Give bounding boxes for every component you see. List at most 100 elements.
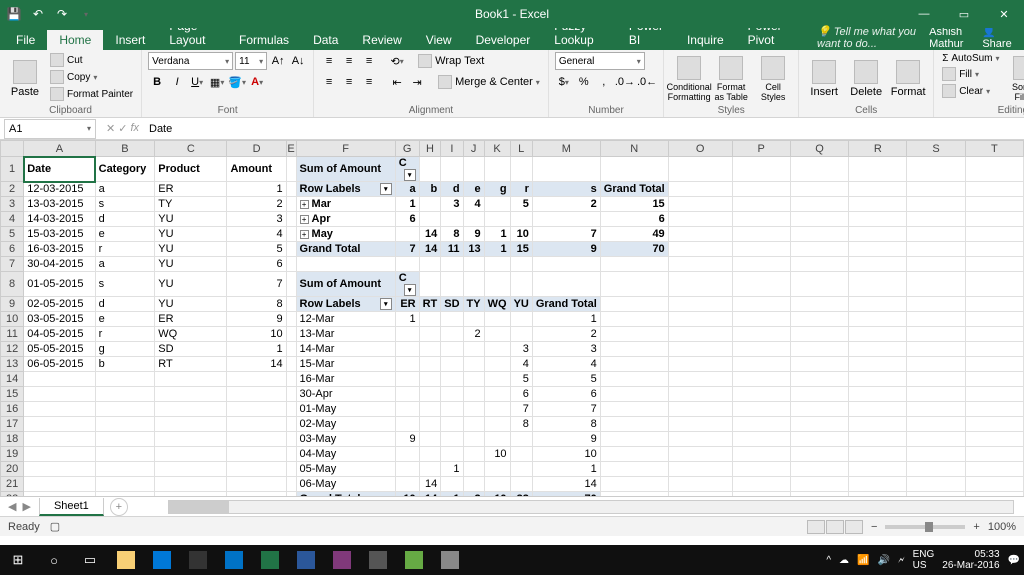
cell[interactable] <box>95 387 155 402</box>
cell[interactable] <box>600 312 668 327</box>
cell[interactable] <box>907 197 965 212</box>
excel-icon[interactable] <box>252 545 288 575</box>
cell[interactable] <box>965 197 1023 212</box>
col-header[interactable]: Q <box>790 141 848 157</box>
cell[interactable]: +Apr <box>296 212 395 227</box>
cell[interactable]: 9 <box>532 242 600 257</box>
cell[interactable] <box>965 212 1023 227</box>
cell[interactable] <box>419 312 441 327</box>
share-button[interactable]: 👤 Share <box>982 25 1012 50</box>
wifi-tray-icon[interactable]: 📶 <box>857 555 869 566</box>
outlook-icon[interactable] <box>216 545 252 575</box>
cell[interactable] <box>732 257 790 272</box>
cell[interactable] <box>849 297 907 312</box>
cell[interactable] <box>790 417 848 432</box>
row-header[interactable]: 5 <box>1 227 24 242</box>
cell[interactable]: Grand Total <box>600 182 668 197</box>
cell[interactable] <box>732 212 790 227</box>
cell[interactable] <box>24 387 95 402</box>
cell[interactable] <box>155 492 227 497</box>
cell[interactable]: SD <box>155 342 227 357</box>
cell[interactable] <box>965 157 1023 182</box>
cell[interactable] <box>907 157 965 182</box>
cell[interactable]: 8 <box>510 417 532 432</box>
cell[interactable] <box>790 402 848 417</box>
cell[interactable]: 14 <box>227 357 286 372</box>
col-header[interactable]: B <box>95 141 155 157</box>
cell[interactable] <box>732 357 790 372</box>
col-header[interactable]: R <box>849 141 907 157</box>
cell[interactable] <box>286 387 296 402</box>
cell[interactable] <box>668 447 732 462</box>
cell[interactable]: e <box>95 227 155 242</box>
cell[interactable] <box>907 462 965 477</box>
cell[interactable] <box>849 372 907 387</box>
cell[interactable] <box>24 432 95 447</box>
cell[interactable]: 3 <box>441 197 463 212</box>
cell[interactable] <box>510 212 532 227</box>
cell[interactable] <box>907 312 965 327</box>
cell[interactable] <box>286 197 296 212</box>
cell[interactable] <box>155 387 227 402</box>
cell[interactable]: TY <box>463 297 484 312</box>
cell[interactable] <box>965 417 1023 432</box>
enter-formula-icon[interactable]: ✓ <box>118 122 127 135</box>
cell[interactable] <box>95 372 155 387</box>
col-header[interactable]: N <box>600 141 668 157</box>
cell[interactable] <box>668 357 732 372</box>
cell[interactable] <box>732 477 790 492</box>
cell[interactable] <box>286 327 296 342</box>
cell[interactable] <box>419 257 441 272</box>
cell[interactable]: 13-Mar <box>296 327 395 342</box>
cell[interactable] <box>907 432 965 447</box>
decrease-decimal-icon[interactable]: .0← <box>637 73 657 91</box>
cell[interactable]: YU <box>155 227 227 242</box>
cell[interactable] <box>907 477 965 492</box>
page-break-view-button[interactable] <box>845 520 863 534</box>
accounting-format-icon[interactable]: $▾ <box>555 73 573 91</box>
align-top-icon[interactable]: ≡ <box>320 52 338 70</box>
cell[interactable]: Amount <box>227 157 286 182</box>
cell[interactable] <box>441 157 463 182</box>
orientation-icon[interactable]: ⟲▾ <box>388 52 406 70</box>
cell[interactable]: 1 <box>227 182 286 197</box>
close-button[interactable]: ✕ <box>984 0 1024 28</box>
cell[interactable] <box>790 462 848 477</box>
cell[interactable]: Row Labels▾ <box>296 297 395 312</box>
cell[interactable]: 7 <box>532 227 600 242</box>
cell[interactable]: g <box>484 182 510 197</box>
cell[interactable] <box>907 447 965 462</box>
cell[interactable] <box>907 342 965 357</box>
file-explorer-icon[interactable] <box>108 545 144 575</box>
cell[interactable] <box>668 227 732 242</box>
cell[interactable] <box>155 432 227 447</box>
cell[interactable] <box>227 372 286 387</box>
row-header[interactable]: 11 <box>1 327 24 342</box>
border-button[interactable]: ▦ ▾ <box>208 73 226 91</box>
cell[interactable] <box>790 257 848 272</box>
sort-filter-button[interactable]: Sort & Filter <box>1006 52 1024 105</box>
cell[interactable]: 06-05-2015 <box>24 357 95 372</box>
sheet-tab[interactable]: Sheet1 <box>39 498 104 516</box>
cell[interactable] <box>463 477 484 492</box>
cell[interactable] <box>95 432 155 447</box>
cell[interactable] <box>419 417 441 432</box>
cell[interactable] <box>286 432 296 447</box>
ribbon-tab-home[interactable]: Home <box>47 30 103 50</box>
cell[interactable]: 3 <box>510 342 532 357</box>
cell[interactable]: Category <box>95 157 155 182</box>
cell[interactable]: 1 <box>441 492 463 497</box>
cell[interactable]: 12-Mar <box>296 312 395 327</box>
cell[interactable]: 01-05-2015 <box>24 272 95 297</box>
cortana-icon[interactable]: ○ <box>36 545 72 575</box>
row-header[interactable]: 20 <box>1 462 24 477</box>
row-header[interactable]: 21 <box>1 477 24 492</box>
cell-styles-button[interactable]: Cell Styles <box>754 52 792 105</box>
app-icon[interactable] <box>396 545 432 575</box>
cell[interactable]: 1 <box>484 242 510 257</box>
macro-record-icon[interactable]: ▢ <box>50 520 60 533</box>
cell[interactable] <box>24 372 95 387</box>
ribbon-tab-inquire[interactable]: Inquire <box>675 30 736 50</box>
cell[interactable] <box>790 327 848 342</box>
cell[interactable] <box>286 357 296 372</box>
